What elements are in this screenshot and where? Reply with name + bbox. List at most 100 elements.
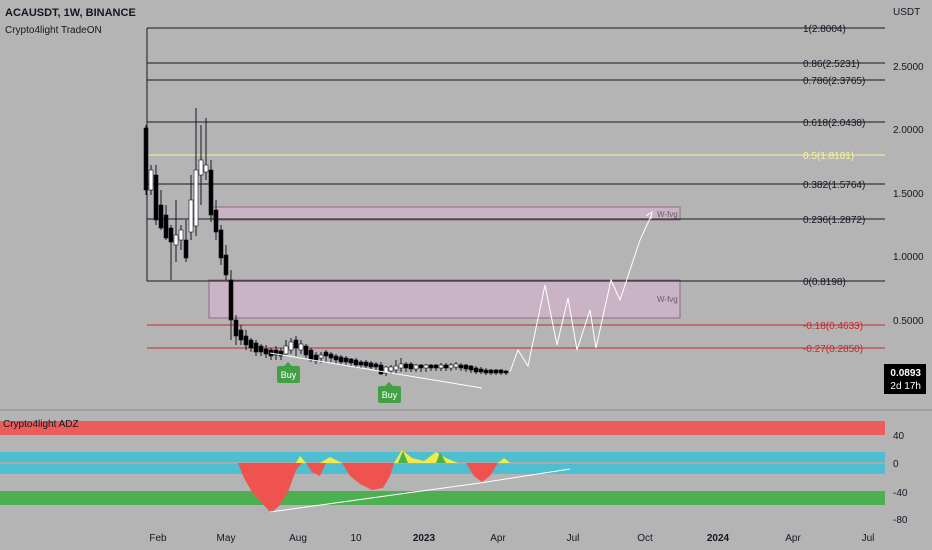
price-tick: 1.5000 [893, 189, 924, 200]
candle-body [473, 367, 479, 373]
candle-body [478, 368, 484, 373]
candle-body [198, 159, 204, 176]
candle-body [303, 345, 309, 356]
zone-label: W-fvg [657, 295, 678, 304]
candle-body [203, 164, 209, 173]
candle-body [398, 363, 404, 369]
candle-body [433, 364, 439, 369]
fvg-zone-lower [208, 279, 681, 319]
time-label: 2023 [413, 533, 436, 544]
candle-body [223, 254, 229, 276]
osc-red-area [238, 463, 302, 513]
candle-body [148, 169, 154, 191]
candle-body [143, 127, 149, 191]
candle-body [368, 362, 374, 368]
candle-body [403, 363, 409, 369]
fib-label: -0.18(0.4633) [803, 321, 863, 332]
candle-body [173, 234, 179, 246]
currency-label: USDT [893, 7, 921, 18]
candle-body [153, 174, 159, 221]
candle-body [243, 335, 249, 346]
osc-mid-band-lower [0, 464, 885, 474]
candle-body [423, 364, 429, 369]
fib-levels: 1(2.8004) 0.86(2.5231) 0.786(2.3765) 0.618(… [147, 24, 885, 355]
candle-body [488, 369, 494, 374]
candle-body [448, 364, 454, 369]
candle-body [458, 364, 464, 369]
candle-body [378, 364, 384, 375]
oscillator-label[interactable]: Crypto4light ADZ [3, 419, 79, 430]
candle-body [333, 355, 339, 361]
svg-text:Buy: Buy [281, 370, 297, 380]
candles [143, 108, 509, 376]
buy-signal: Buy [277, 362, 300, 383]
candle-body [233, 319, 239, 337]
candle-body [168, 227, 174, 243]
candle-body [308, 349, 314, 361]
price-tick: 2.5000 [893, 62, 924, 73]
time-label: Feb [149, 533, 167, 544]
osc-green-area [398, 451, 408, 463]
time-axis[interactable]: Feb May Aug 10 2023 Apr Jul Oct 2024 Apr Jul [149, 533, 874, 544]
osc-yellow-area [320, 457, 342, 463]
fib-label: 1(2.8004) [803, 24, 846, 35]
osc-bottom-band [0, 491, 885, 505]
osc-trendline [269, 482, 481, 513]
time-label: Aug [289, 533, 307, 544]
candle-body [348, 358, 354, 364]
osc-level: 0 [893, 459, 899, 470]
candle-body [498, 369, 504, 374]
candle-body [213, 209, 219, 233]
candle-body [328, 353, 334, 359]
fib-label: 0.618(2.0438) [803, 118, 865, 129]
candle-body [218, 229, 224, 259]
osc-green-area [436, 452, 446, 463]
fib-label: -0.27(0.2850) [803, 344, 863, 355]
candle-body [258, 345, 264, 353]
osc-red-area [466, 463, 498, 482]
time-label: Apr [785, 533, 801, 544]
fib-label: 0.786(2.3765) [803, 76, 865, 87]
candle-body [248, 339, 254, 349]
candle-body [263, 348, 269, 355]
osc-level: -80 [893, 515, 908, 526]
symbol-title[interactable]: ACAUSDT, 1W, BINANCE [5, 7, 136, 19]
osc-top-band [0, 421, 885, 435]
fib-label: 0.5(1.8101) [803, 151, 854, 162]
osc-trendline [479, 468, 571, 484]
candle-body [503, 370, 509, 374]
price-tick: 0.5000 [893, 316, 924, 327]
price-axis[interactable]: 2.5000 2.0000 1.5000 1.0000 0.5000 [893, 62, 924, 327]
candle-body [453, 363, 459, 368]
oscillator-axis[interactable]: 40 0 -40 -80 [893, 431, 908, 526]
candle-body [438, 364, 444, 369]
buy-signal: Buy [378, 382, 401, 403]
osc-yellow-area [296, 456, 306, 463]
candle-body [293, 339, 299, 349]
fib-label: 0.86(2.5231) [803, 59, 860, 70]
candle-body [463, 364, 469, 370]
osc-level: 40 [893, 431, 905, 442]
candle-body [373, 363, 379, 368]
candle-body [388, 366, 394, 372]
candle-body [253, 342, 259, 353]
last-price-tag: 0.0893 2d 17h [884, 364, 926, 394]
candle-body [178, 229, 184, 241]
svg-text:Buy: Buy [382, 390, 398, 400]
time-label: Apr [490, 533, 506, 544]
time-label: Oct [637, 533, 653, 544]
candle-body [318, 354, 324, 359]
candle-body [408, 363, 414, 370]
candle-body [483, 369, 489, 374]
candle-body [338, 356, 344, 363]
candle-body [413, 364, 419, 370]
candle-body [418, 364, 424, 369]
candle-body [443, 364, 449, 369]
time-label: 10 [350, 533, 362, 544]
candle-body [188, 199, 194, 233]
indicator-label[interactable]: Crypto4light TradeON [5, 25, 102, 36]
zone-label: W-fvg [657, 210, 678, 219]
price-trendline [269, 352, 483, 389]
